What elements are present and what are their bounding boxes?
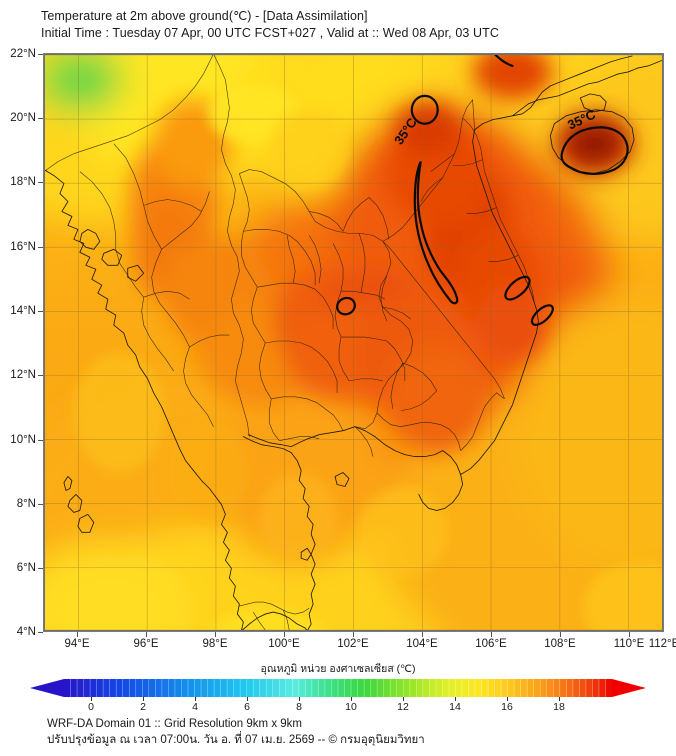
lon-label: 104°E bbox=[406, 638, 438, 650]
coastline-layer bbox=[44, 55, 663, 631]
lat-tick bbox=[38, 375, 43, 376]
lat-label: 6°N bbox=[16, 562, 36, 574]
cb-tick bbox=[351, 697, 352, 701]
cb-tick bbox=[91, 697, 92, 701]
lat-label: 12°N bbox=[10, 369, 36, 381]
lon-label: 98°E bbox=[202, 638, 228, 650]
lon-tick bbox=[77, 632, 78, 637]
lat-label: 8°N bbox=[16, 498, 36, 510]
cb-tick bbox=[143, 697, 144, 701]
title-line-2: Initial Time : Tuesday 07 Apr, 00 UTC FC… bbox=[41, 26, 499, 40]
cb-tick-label: 0 bbox=[88, 701, 94, 713]
cb-tick-label: 8 bbox=[296, 701, 302, 713]
lon-tick bbox=[560, 632, 561, 637]
lat-tick bbox=[38, 311, 43, 312]
page-title: Temperature at 2m above ground(℃) - [Dat… bbox=[41, 8, 661, 42]
lon-label: 112°E bbox=[648, 638, 676, 650]
lon-tick bbox=[146, 632, 147, 637]
lon-label: 94°E bbox=[64, 638, 90, 650]
lon-tick bbox=[215, 632, 216, 637]
lat-label: 20°N bbox=[10, 112, 36, 124]
lon-tick bbox=[284, 632, 285, 637]
lon-label: 96°E bbox=[133, 638, 159, 650]
lat-label: 18°N bbox=[10, 176, 36, 188]
lat-label: 14°N bbox=[10, 305, 36, 317]
footer-line-2: ปรับปรุงข้อมูล ณ เวลา 07:00น. วัน อ. ที่… bbox=[47, 734, 425, 746]
lat-label: 4°N bbox=[16, 626, 36, 638]
cb-tick-label: 18 bbox=[553, 701, 565, 713]
lon-tick bbox=[491, 632, 492, 637]
colorbar-ticks: 0 2 4 6 8 10 12 14 16 18 bbox=[28, 697, 648, 713]
lat-tick bbox=[38, 632, 43, 633]
lat-tick bbox=[38, 568, 43, 569]
cb-tick-label: 2 bbox=[140, 701, 146, 713]
cb-tick-label: 16 bbox=[501, 701, 513, 713]
lon-tick bbox=[422, 632, 423, 637]
lat-tick bbox=[38, 118, 43, 119]
lat-label: 16°N bbox=[10, 241, 36, 253]
lat-tick bbox=[38, 504, 43, 505]
colorbar-gradient bbox=[30, 679, 646, 697]
border-layer bbox=[44, 54, 535, 631]
colorbar-title: อุณหภูมิ หน่วย องศาเซลเซียส (℃) bbox=[260, 663, 416, 675]
cb-tick-label: 10 bbox=[345, 701, 357, 713]
lat-tick bbox=[38, 247, 43, 248]
map-raster: 35°C 35°C bbox=[44, 54, 663, 631]
lon-label: 108°E bbox=[544, 638, 576, 650]
cb-tick bbox=[195, 697, 196, 701]
cb-tick-label: 14 bbox=[449, 701, 461, 713]
lon-label: 110°E bbox=[613, 638, 645, 650]
colorbar-strip[interactable] bbox=[28, 679, 648, 697]
cb-tick bbox=[559, 697, 560, 701]
cb-tick-label: 12 bbox=[397, 701, 409, 713]
lon-tick bbox=[353, 632, 354, 637]
footer-line-1: WRF-DA Domain 01 :: Grid Resolution 9km … bbox=[47, 718, 302, 730]
cb-tick-label: 6 bbox=[244, 701, 250, 713]
cb-tick bbox=[247, 697, 248, 701]
lat-tick bbox=[38, 440, 43, 441]
cb-tick bbox=[299, 697, 300, 701]
cb-tick bbox=[403, 697, 404, 701]
lon-label: 106°E bbox=[475, 638, 507, 650]
lat-label: 22°N bbox=[10, 48, 36, 60]
colorbar: อุณหภูมิ หน่วย องศาเซลเซียส (℃) 0 2 4 bbox=[0, 662, 676, 713]
lat-label: 10°N bbox=[10, 434, 36, 446]
lat-tick bbox=[38, 182, 43, 183]
title-line-1: Temperature at 2m above ground(℃) - [Dat… bbox=[41, 9, 368, 23]
contour-35c bbox=[336, 54, 629, 326]
cb-tick bbox=[455, 697, 456, 701]
lat-tick bbox=[38, 54, 43, 55]
temperature-map[interactable]: 35°C 35°C bbox=[43, 53, 664, 632]
footer: WRF-DA Domain 01 :: Grid Resolution 9km … bbox=[47, 716, 647, 748]
cb-tick-label: 4 bbox=[192, 701, 198, 713]
lon-label: 102°E bbox=[337, 638, 369, 650]
cb-tick bbox=[507, 697, 508, 701]
lon-tick bbox=[629, 632, 630, 637]
lon-label: 100°E bbox=[268, 638, 300, 650]
